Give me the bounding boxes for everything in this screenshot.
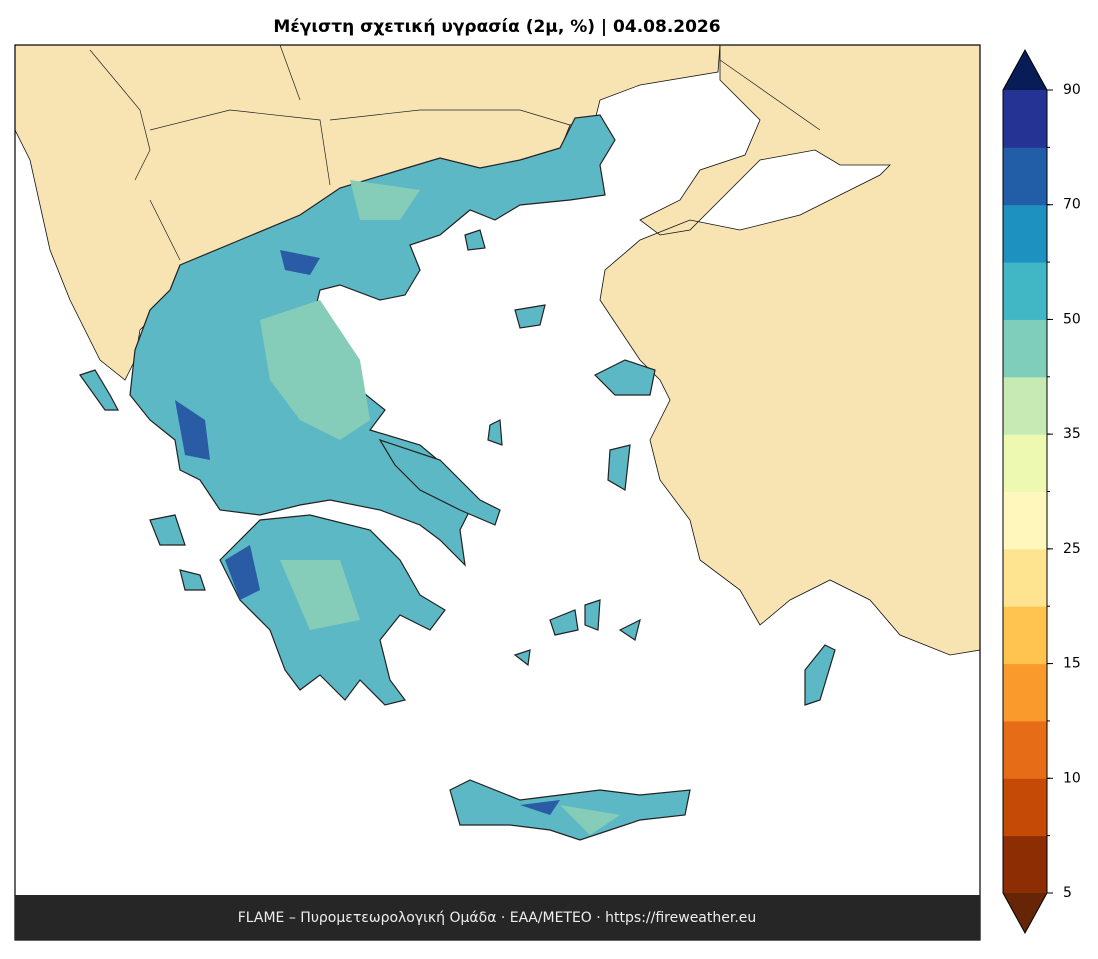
colorbar-tick-label: 5 [1063, 885, 1072, 901]
colorbar-band [1003, 778, 1047, 837]
colorbar-under [1003, 893, 1047, 933]
colorbar: 5 10 15 25 35 50 70 90 [1002, 48, 1081, 935]
footer-text: FLAME – Πυρομετεωρολογική Ομάδα · ΕΑΑ/ME… [238, 910, 757, 926]
colorbar-band [1003, 90, 1047, 148]
colorbar-band [1003, 262, 1047, 320]
corfu [79, 369, 119, 411]
map-title: Μέγιστη σχετική υγρασία (2μ, %) | 04.08.… [273, 17, 720, 37]
footer-bar [15, 895, 980, 940]
colorbar-over [1003, 50, 1047, 90]
evia [378, 438, 501, 526]
colorbar-tick-label: 70 [1063, 197, 1081, 213]
turkey [599, 44, 981, 656]
colorbar-band [1003, 147, 1047, 206]
colorbar-band [1003, 720, 1047, 779]
borders [89, 44, 821, 261]
colorbar-tick-label: 15 [1063, 656, 1081, 672]
rhodes [804, 644, 836, 706]
map [14, 44, 981, 940]
lesvos [593, 359, 656, 396]
colorbar-band [1003, 491, 1047, 550]
colorbar-tick-label: 25 [1063, 541, 1081, 557]
chios [607, 444, 631, 491]
colorbar-band [1003, 835, 1047, 894]
colorbar-band [1003, 434, 1047, 492]
colorbar-tick-label: 35 [1063, 426, 1081, 442]
colorbar-band [1003, 663, 1047, 722]
colorbar-tick-label: 50 [1063, 311, 1081, 327]
colorbar-band [1003, 319, 1047, 378]
colorbar-band [1003, 606, 1047, 665]
colorbar-band [1003, 204, 1047, 263]
colorbar-band [1003, 376, 1047, 435]
colorbar-tick-label: 10 [1063, 770, 1081, 786]
cyclades [149, 304, 641, 667]
colorbar-tick-label: 90 [1063, 82, 1081, 98]
thasos [464, 229, 486, 251]
colorbar-band [1003, 548, 1047, 607]
